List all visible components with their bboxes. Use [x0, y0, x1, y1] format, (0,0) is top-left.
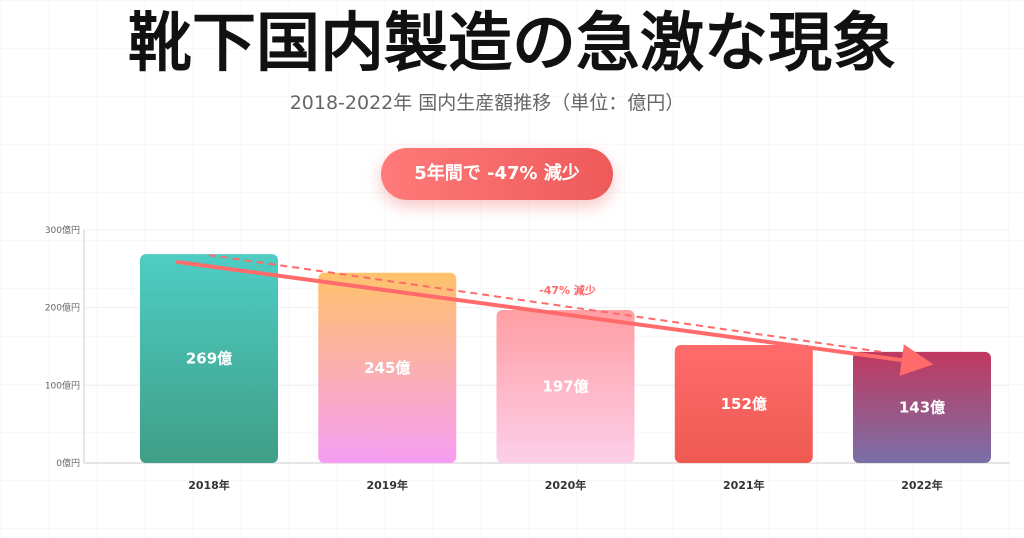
x-tick-label: 2018年: [188, 478, 230, 492]
bar-value-label: 143億: [899, 398, 945, 416]
bar-value-label: 269億: [186, 350, 232, 368]
trend-dashed-line: [208, 254, 883, 353]
bar-value-label: 197億: [542, 377, 588, 395]
y-tick-label: 200億円: [45, 302, 80, 314]
x-tick-label: 2019年: [366, 478, 408, 492]
trend-annotation: -47% 減少: [539, 283, 596, 297]
bar-2019年: [318, 272, 457, 463]
page-title: 靴下国内製造の急激な現象: [128, 7, 896, 81]
bar-2018年: [140, 254, 278, 463]
decrease-badge: 5年間で -47% 減少: [381, 148, 613, 200]
x-tick-label: 2022年: [901, 478, 943, 492]
bar-value-label: 152億: [721, 395, 767, 413]
y-tick-label: 100億円: [45, 379, 80, 391]
trend-arrow: [176, 260, 934, 376]
bar-2021年: [674, 344, 813, 463]
x-tick-label: 2021年: [723, 478, 765, 492]
bar-2022年: [853, 351, 991, 463]
bar-2020年: [496, 309, 635, 463]
bar-value-label: 245億: [364, 359, 410, 377]
y-tick-label: 300億円: [45, 224, 80, 236]
y-tick-label: 0億円: [56, 457, 80, 469]
x-tick-label: 2020年: [545, 478, 587, 492]
page-subtitle: 2018-2022年 国内生産額推移（単位：億円）: [289, 92, 685, 114]
